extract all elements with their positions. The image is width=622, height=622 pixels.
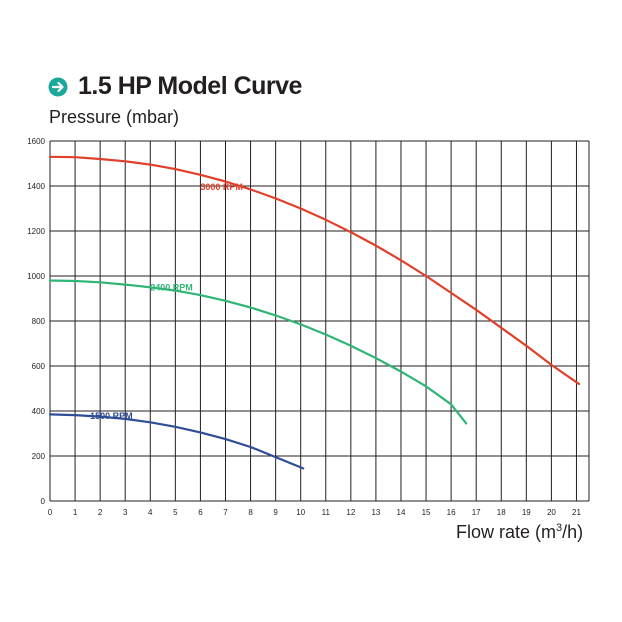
- x-tick-label: 1: [73, 508, 78, 517]
- x-axis-label-superscript: 3: [556, 522, 563, 534]
- series-label: 2400 RPM: [150, 282, 193, 292]
- series-label: 1500 RPM: [90, 411, 133, 421]
- y-tick-label: 1200: [27, 227, 45, 236]
- arrow-right-circle-icon: [48, 77, 68, 96]
- x-tick-label: 5: [173, 508, 178, 517]
- series-labels: 3000 RPM 2400 RPM 1500 RPM: [90, 182, 243, 421]
- x-axis-label-end: /h): [562, 522, 584, 542]
- y-tick-label: 200: [32, 452, 46, 461]
- x-tick-label: 13: [371, 508, 380, 517]
- y-tick-label: 1000: [27, 272, 45, 281]
- x-tick-label: 16: [447, 508, 456, 517]
- x-tick-label: 3: [123, 508, 128, 517]
- series-line: [48, 413, 305, 470]
- y-tick-label: 800: [32, 317, 46, 326]
- x-tick-label: 20: [547, 508, 556, 517]
- y-tick-label: 400: [32, 407, 46, 416]
- x-axis-label: Flow rate (m3/h): [456, 522, 583, 543]
- y-tick-label: 1600: [27, 137, 45, 146]
- x-tick-label: 7: [223, 508, 228, 517]
- series-lines: [48, 155, 581, 470]
- y-axis-label: Pressure (mbar): [49, 107, 180, 127]
- x-tick-label: 14: [397, 508, 406, 517]
- x-tick-label: 12: [346, 508, 355, 517]
- x-tick-label: 11: [322, 508, 331, 517]
- grid: [49, 140, 590, 502]
- series-label: 3000 RPM: [200, 182, 243, 192]
- series-line: [48, 279, 468, 425]
- x-tick-label: 21: [572, 508, 581, 517]
- x-tick-label: 9: [273, 508, 278, 517]
- x-tick-label: 17: [472, 508, 481, 517]
- x-tick-label: 19: [522, 508, 531, 517]
- x-tick-label: 18: [497, 508, 506, 517]
- chart-title: 1.5 HP Model Curve: [78, 72, 302, 100]
- chart-header: 1.5 HP Model Curve: [48, 72, 302, 101]
- y-tick-label: 600: [32, 362, 46, 371]
- x-tick-label: 0: [48, 508, 53, 517]
- x-tick-label: 10: [296, 508, 305, 517]
- series-line: [48, 155, 581, 386]
- x-tick-label: 8: [248, 508, 253, 517]
- axes: 0 1 2 3 4 5 6 7 8 9 10 11 12 13 14 15 16 17 18 19 20 21020040…: [27, 137, 581, 517]
- x-tick-label: 6: [198, 508, 203, 517]
- x-tick-label: 2: [98, 508, 103, 517]
- x-tick-label: 4: [148, 508, 153, 517]
- y-tick-label: 0: [41, 497, 46, 506]
- x-tick-label: 15: [422, 508, 431, 517]
- y-tick-label: 1400: [27, 182, 45, 191]
- x-axis-label-main: Flow rate (m: [456, 522, 557, 542]
